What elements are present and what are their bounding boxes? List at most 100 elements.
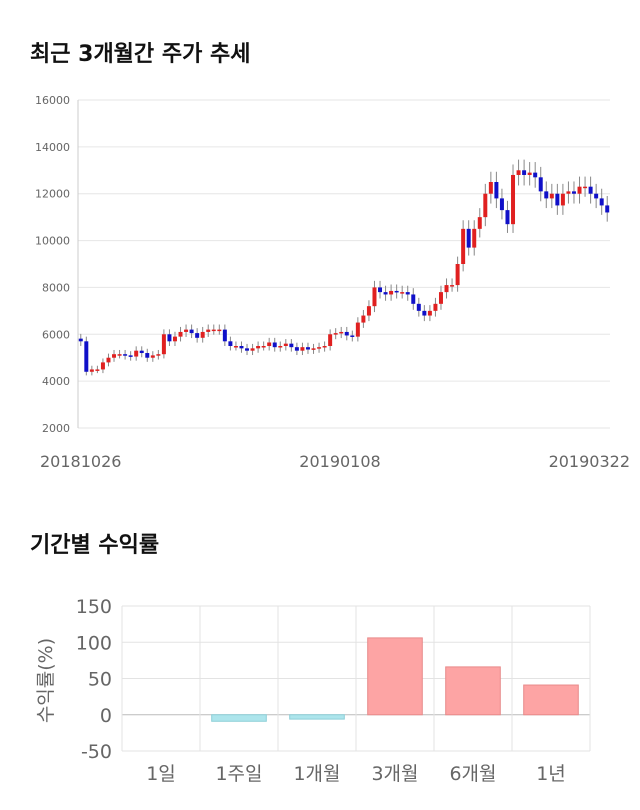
y-tick-label: 150 — [76, 596, 112, 618]
y-tick-label: 2000 — [42, 422, 70, 435]
candle-body — [217, 329, 222, 332]
candle-body — [483, 193, 488, 218]
candle-body — [577, 186, 582, 194]
return-bar — [523, 684, 579, 716]
candle-body — [150, 355, 155, 358]
y-tick-label: 16000 — [35, 94, 70, 107]
return-bar — [445, 666, 501, 716]
candle-body — [89, 369, 94, 372]
candle-body — [117, 354, 122, 356]
candle-body — [355, 322, 360, 337]
candle-body — [161, 334, 166, 355]
candle-body — [200, 331, 205, 338]
period-returns-title: 기간별 수익률 — [30, 533, 160, 558]
candle-body — [283, 343, 288, 346]
candle-body — [538, 177, 543, 192]
candle-body — [184, 329, 189, 332]
candle-body — [594, 193, 599, 199]
x-tick-label: 20190322 — [549, 452, 630, 471]
candle-body — [444, 285, 449, 293]
return-bar — [211, 714, 267, 722]
x-tick-label: 6개월 — [449, 763, 496, 785]
candle-body — [477, 217, 482, 229]
candle-body — [156, 354, 161, 356]
candle-body — [400, 292, 405, 294]
y-tick-label: 14000 — [35, 141, 70, 154]
candle-body — [516, 170, 521, 175]
candle-body — [438, 292, 443, 304]
y-tick-label: 0 — [100, 705, 112, 727]
candle-body — [427, 310, 432, 316]
candle-body — [605, 205, 610, 213]
candle-body — [583, 186, 588, 189]
stock-candlestick-chart: 16000 14000 12000 10000 8000 6000 4000 2000 2018… — [35, 94, 630, 471]
y-tick-label: 8000 — [42, 281, 70, 294]
x-tick-label: 1개월 — [293, 763, 340, 785]
candle-body — [527, 172, 532, 175]
candle-body — [383, 292, 388, 295]
candle-body — [366, 306, 371, 316]
candle-body — [472, 228, 477, 248]
candle-body — [228, 341, 233, 346]
candle-body — [511, 174, 516, 225]
candle-body — [289, 343, 294, 348]
candle-body — [195, 333, 200, 338]
candle-body — [389, 290, 394, 295]
candle-body — [422, 310, 427, 316]
candle-body — [433, 303, 438, 311]
candle-body — [267, 342, 272, 346]
candle-body — [95, 369, 100, 371]
candle-body — [272, 342, 277, 348]
candle-body — [84, 341, 89, 372]
y-tick-label: 50 — [88, 669, 112, 691]
candle-body — [333, 333, 338, 335]
candle-body — [466, 228, 471, 248]
candle-body — [167, 334, 172, 342]
return-bar — [289, 714, 345, 720]
candle-body — [172, 336, 177, 342]
candle-body — [494, 182, 499, 199]
candle-body — [112, 354, 117, 358]
candle-body — [328, 334, 333, 346]
candle-body — [411, 294, 416, 304]
candle-body — [294, 347, 299, 351]
y-tick-label: -50 — [81, 741, 112, 763]
candle-body — [311, 348, 316, 350]
x-tick-label: 20190108 — [299, 452, 380, 471]
candle-body — [134, 350, 139, 357]
candle-body — [405, 292, 410, 295]
candle-body — [566, 191, 571, 194]
x-tick-label: 20181026 — [40, 452, 121, 471]
candle-body — [544, 191, 549, 199]
candle-body — [455, 264, 460, 286]
candle-body — [189, 329, 194, 334]
y-tick-label: 6000 — [42, 328, 70, 341]
candle-body — [139, 350, 144, 354]
candle-body — [278, 346, 283, 348]
candle-body — [588, 186, 593, 194]
x-tick-label: 1주일 — [215, 763, 262, 785]
candle-body — [233, 346, 238, 348]
candle-body — [211, 329, 216, 332]
candle-body — [145, 353, 150, 358]
candle-body — [361, 315, 366, 323]
candle-body — [300, 347, 305, 351]
candle-body — [344, 331, 349, 336]
candle-body — [555, 193, 560, 206]
candle-body — [416, 303, 421, 311]
candle-body — [250, 348, 255, 351]
candle-body — [560, 193, 565, 206]
candle-body — [499, 198, 504, 211]
y-tick-label: 100 — [76, 632, 112, 654]
candle-body — [78, 338, 83, 342]
candle-body — [305, 347, 310, 350]
candle-body — [178, 331, 183, 337]
y-tick-label: 12000 — [35, 188, 70, 201]
candle-body — [256, 346, 261, 349]
candle-body — [322, 346, 327, 348]
candle-body — [339, 331, 344, 334]
candle-body — [505, 210, 510, 225]
y-tick-label: 4000 — [42, 375, 70, 388]
candle-body — [522, 170, 527, 175]
